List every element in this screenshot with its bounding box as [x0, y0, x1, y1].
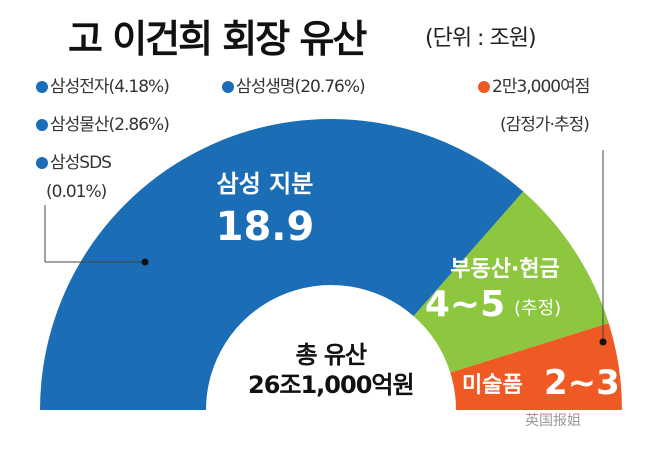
legend-label: 삼성SDS	[50, 153, 112, 173]
legend-item: 삼성생명(20.76%)	[222, 72, 366, 97]
slice-label-art: 미술품	[462, 373, 523, 398]
total-label: 총 유산	[295, 341, 367, 369]
slice-value-art: 2~3	[544, 363, 620, 403]
slice-label-samsung: 삼성 지분	[217, 170, 314, 198]
legend-dot	[222, 81, 234, 93]
slice-value-realestate: 4~5	[425, 284, 505, 325]
total-estate: 총 유산 26조1,000억원	[248, 340, 415, 400]
legend-label: (0.01%)	[46, 182, 107, 202]
slice-2	[450, 323, 622, 410]
legend-label: 삼성전자(4.18%)	[50, 77, 170, 97]
leader-dot-art	[599, 338, 607, 346]
legend-dot	[36, 157, 48, 169]
legend-item: 삼성SDS	[36, 148, 112, 173]
legend-dot	[478, 81, 490, 93]
legend-label: 삼성생명(20.76%)	[236, 77, 366, 97]
legend-item: 삼성물산(2.86%)	[36, 110, 170, 135]
slice-1	[413, 191, 609, 373]
total-value: 26조1,000억원	[248, 371, 415, 399]
legend-label: 삼성물산(2.86%)	[50, 115, 170, 135]
slice-0	[40, 118, 524, 410]
slice-value-samsung: 18.9	[216, 204, 315, 250]
watermark: 英国报姐	[525, 413, 581, 429]
legend-label: (감정가·추정)	[500, 115, 590, 135]
slice-label-realestate: 부동산·현금	[450, 257, 560, 282]
legend-item: 2만3,000여점	[478, 72, 590, 97]
leader-dot-samsung	[141, 258, 149, 266]
legend-dot	[36, 81, 48, 93]
unit-label: (단위 : 조원)	[425, 26, 537, 51]
slice-note-realestate: (추정)	[514, 298, 561, 319]
legend-item: 삼성전자(4.18%)	[36, 72, 170, 97]
chart-title: 고 이건희 회장 유산	[68, 17, 367, 61]
legend-label: 2만3,000여점	[492, 77, 590, 97]
legend-dot	[36, 119, 48, 131]
